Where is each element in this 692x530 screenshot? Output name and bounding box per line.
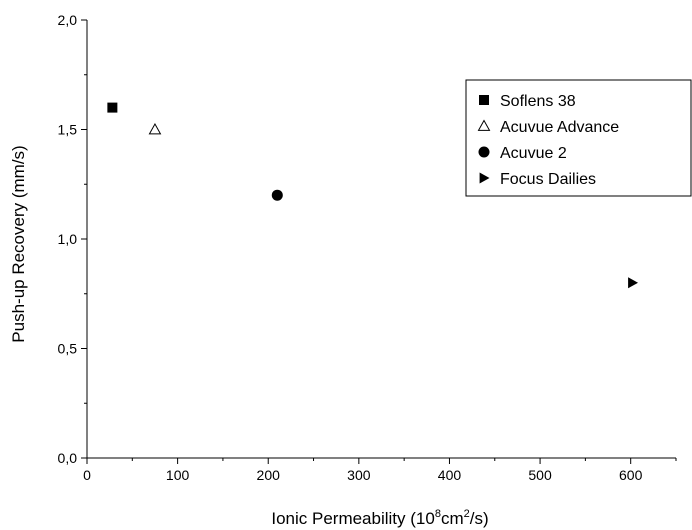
x-tick-label: 300 [347,467,371,483]
x-tick-label: 200 [257,467,281,483]
x-tick-label: 0 [83,467,91,483]
y-tick-label: 0,5 [58,341,78,357]
legend: Soflens 38 Acuvue Advance Acuvue 2 Focus Da… [465,79,692,197]
legend-label: Acuvue Advance [500,119,619,136]
x-tick-label: 500 [528,467,552,483]
legend-box [465,79,692,197]
legend-marker [477,119,491,131]
data-point [271,189,283,201]
y-tick-label: 1,0 [58,231,78,247]
legend-label: Soflens 38 [500,93,576,110]
data-point [628,277,639,289]
data-points [107,102,639,289]
x-tick-label: 600 [619,467,643,483]
y-tick-label: 2,0 [58,12,78,28]
y-tick-label: 1,5 [58,122,78,138]
x-axis-label-prefix: Ionic Permeability (10 [271,509,434,528]
x-axis-label-sup1: 8 [435,508,441,520]
x-axis-label-sup2: 2 [464,508,470,520]
legend-marker [478,146,490,158]
x-axis-label: Ionic Permeability (108cm2/s) [271,508,488,528]
legend-marker [479,172,490,184]
data-point [107,102,118,113]
legend-label: Acuvue 2 [500,145,567,162]
y-tick-label: 0,0 [58,450,78,466]
legend-label: Focus Dailies [500,171,596,188]
y-axis-label: Push-up Recovery (mm/s) [9,145,28,342]
ticks: 0 100 200 300 400 500 600 0,0 0,5 1,0 1,5 2,0 [58,12,677,483]
x-axis-label-mid: cm [441,509,464,528]
x-tick-label: 400 [438,467,462,483]
data-point [148,122,162,135]
x-axis-label-suffix: /s) [470,509,489,528]
x-tick-label: 100 [166,467,190,483]
legend-marker [479,95,489,105]
